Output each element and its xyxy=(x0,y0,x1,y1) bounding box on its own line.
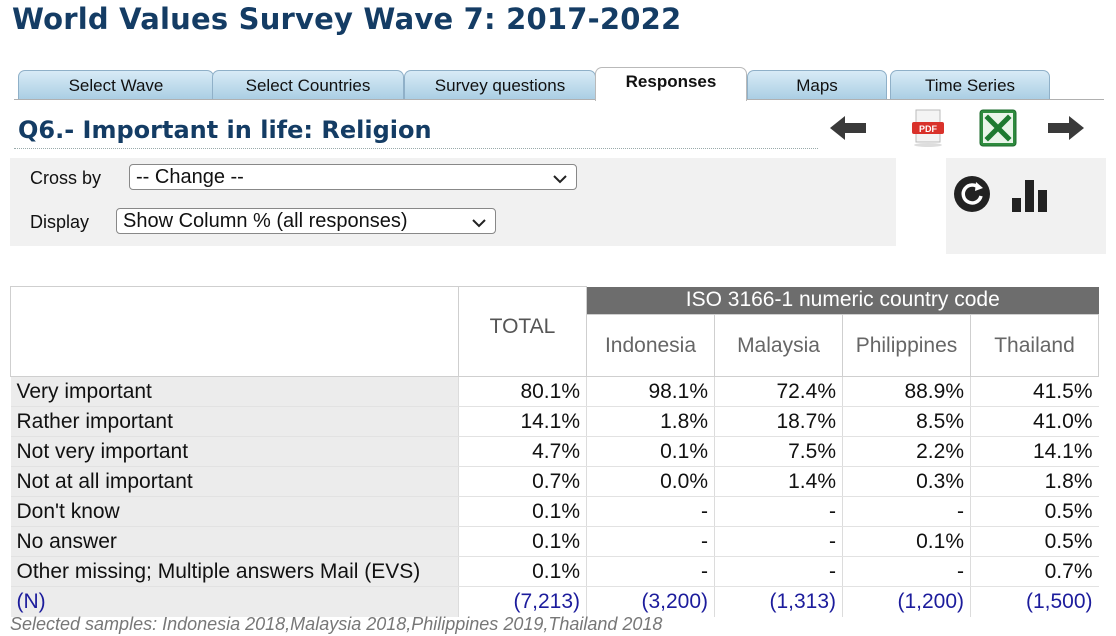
table-row: No answer 0.1% - - 0.1% 0.5% xyxy=(10,526,1099,557)
cell-value: 18.7% xyxy=(714,406,843,437)
cell-value: 80.1% xyxy=(458,376,587,407)
table-row: Other missing; Multiple answers Mail (EV… xyxy=(10,556,1099,587)
filter-panel: Cross by -- Change -- Display Show Colum… xyxy=(10,158,896,246)
cell-value: 8.5% xyxy=(842,406,971,437)
cell-value: 0.3% xyxy=(842,466,971,497)
cross-by-label: Cross by xyxy=(30,168,102,188)
tab-select-countries[interactable]: Select Countries xyxy=(212,70,404,100)
cell-value: 0.5% xyxy=(970,526,1099,557)
tab-maps[interactable]: Maps xyxy=(747,70,887,100)
cell-value: 88.9% xyxy=(842,376,971,407)
cell-value: 0.1% xyxy=(458,526,587,557)
chevron-down-icon xyxy=(471,213,487,237)
cell-value: 0.1% xyxy=(586,436,715,467)
table-row: Not at all important 0.7% 0.0% 1.4% 0.3%… xyxy=(10,466,1099,497)
cell-value: 0.1% xyxy=(458,496,587,527)
cell-value: - xyxy=(586,556,715,587)
tab-survey-questions[interactable]: Survey questions xyxy=(404,70,596,100)
display-label: Display xyxy=(30,212,90,232)
cross-by-value: -- Change -- xyxy=(136,166,244,188)
row-label: Not very important xyxy=(10,436,459,467)
pdf-icon[interactable]: PDF xyxy=(906,108,950,148)
cell-value: - xyxy=(714,496,843,527)
cell-value: 0.0% xyxy=(586,466,715,497)
cell-value: 1.4% xyxy=(714,466,843,497)
table-row: Rather important 14.1% 1.8% 18.7% 8.5% 4… xyxy=(10,406,1099,437)
cell-value: - xyxy=(842,496,971,527)
cell-value: 0.1% xyxy=(458,556,587,587)
cell-value: - xyxy=(714,556,843,587)
cell-value: 0.5% xyxy=(970,496,1099,527)
cell-value: 1.8% xyxy=(586,406,715,437)
question-title: Q6.- Important in life: Religion xyxy=(18,116,432,144)
cell-value: 2.2% xyxy=(842,436,971,467)
cell-value: 0.1% xyxy=(842,526,971,557)
table-row: Not very important 4.7% 0.1% 7.5% 2.2% 1… xyxy=(10,436,1099,467)
arrow-right-icon[interactable] xyxy=(1044,108,1088,148)
display-select[interactable]: Show Column % (all responses) xyxy=(116,208,496,234)
header-country: Indonesia xyxy=(586,314,715,377)
cell-value: 0.7% xyxy=(970,556,1099,587)
cell-value: 0.7% xyxy=(458,466,587,497)
row-label: Rather important xyxy=(10,406,459,437)
cell-value: 41.0% xyxy=(970,406,1099,437)
header-country-group: ISO 3166-1 numeric country code xyxy=(586,286,1099,315)
row-label: Very important xyxy=(10,376,459,407)
display-value: Show Column % (all responses) xyxy=(123,210,408,232)
tab-time-series[interactable]: Time Series xyxy=(890,70,1050,100)
cross-by-select[interactable]: -- Change -- xyxy=(129,164,577,190)
page-title: World Values Survey Wave 7: 2017-2022 xyxy=(12,2,682,36)
bar-chart-icon[interactable] xyxy=(1010,174,1050,219)
row-label: Not at all important xyxy=(10,466,459,497)
row-label: (N) xyxy=(10,586,459,617)
cell-value: 14.1% xyxy=(970,436,1099,467)
header-country: Malaysia xyxy=(714,314,843,377)
cell-value: 4.7% xyxy=(458,436,587,467)
cell-value: - xyxy=(714,526,843,557)
tool-panel xyxy=(946,158,1106,254)
arrow-left-icon[interactable] xyxy=(826,108,870,148)
header-country: Thailand xyxy=(970,314,1099,377)
excel-icon[interactable] xyxy=(976,108,1020,148)
results-table: TOTAL ISO 3166-1 numeric country code In… xyxy=(10,286,1099,617)
cell-value: 7.5% xyxy=(714,436,843,467)
cell-value: - xyxy=(842,556,971,587)
chevron-down-icon xyxy=(552,169,568,193)
header-total: TOTAL xyxy=(458,286,587,377)
header-blank xyxy=(10,286,459,377)
tab-responses[interactable]: Responses xyxy=(595,67,747,101)
cell-value: 72.4% xyxy=(714,376,843,407)
svg-text:PDF: PDF xyxy=(919,124,938,134)
cell-value: (3,200) xyxy=(586,586,715,617)
cell-value: 1.8% xyxy=(970,466,1099,497)
tab-select-wave[interactable]: Select Wave xyxy=(18,70,214,100)
tab-bar: Select Wave Select Countries Survey ques… xyxy=(14,67,1104,102)
row-label: No answer xyxy=(10,526,459,557)
cell-value: (1,200) xyxy=(842,586,971,617)
cell-value: - xyxy=(586,496,715,527)
cell-value: 98.1% xyxy=(586,376,715,407)
table-row: Don't know 0.1% - - - 0.5% xyxy=(10,496,1099,527)
header-country: Philippines xyxy=(842,314,971,377)
cell-value: (1,313) xyxy=(714,586,843,617)
cell-value: (1,500) xyxy=(970,586,1099,617)
row-label: Don't know xyxy=(10,496,459,527)
cell-value: (7,213) xyxy=(458,586,587,617)
cell-value: - xyxy=(586,526,715,557)
cell-value: 14.1% xyxy=(458,406,587,437)
table-row: Very important 80.1% 98.1% 72.4% 88.9% 4… xyxy=(10,376,1099,407)
tabs-divider xyxy=(14,99,1104,100)
question-underline xyxy=(14,148,818,149)
refresh-icon[interactable] xyxy=(952,174,992,219)
cell-value: 41.5% xyxy=(970,376,1099,407)
row-label: Other missing; Multiple answers Mail (EV… xyxy=(10,556,459,587)
sample-size-row: (N) (7,213) (3,200) (1,313) (1,200) (1,5… xyxy=(10,586,1099,617)
footnote: Selected samples: Indonesia 2018,Malaysi… xyxy=(10,614,663,634)
